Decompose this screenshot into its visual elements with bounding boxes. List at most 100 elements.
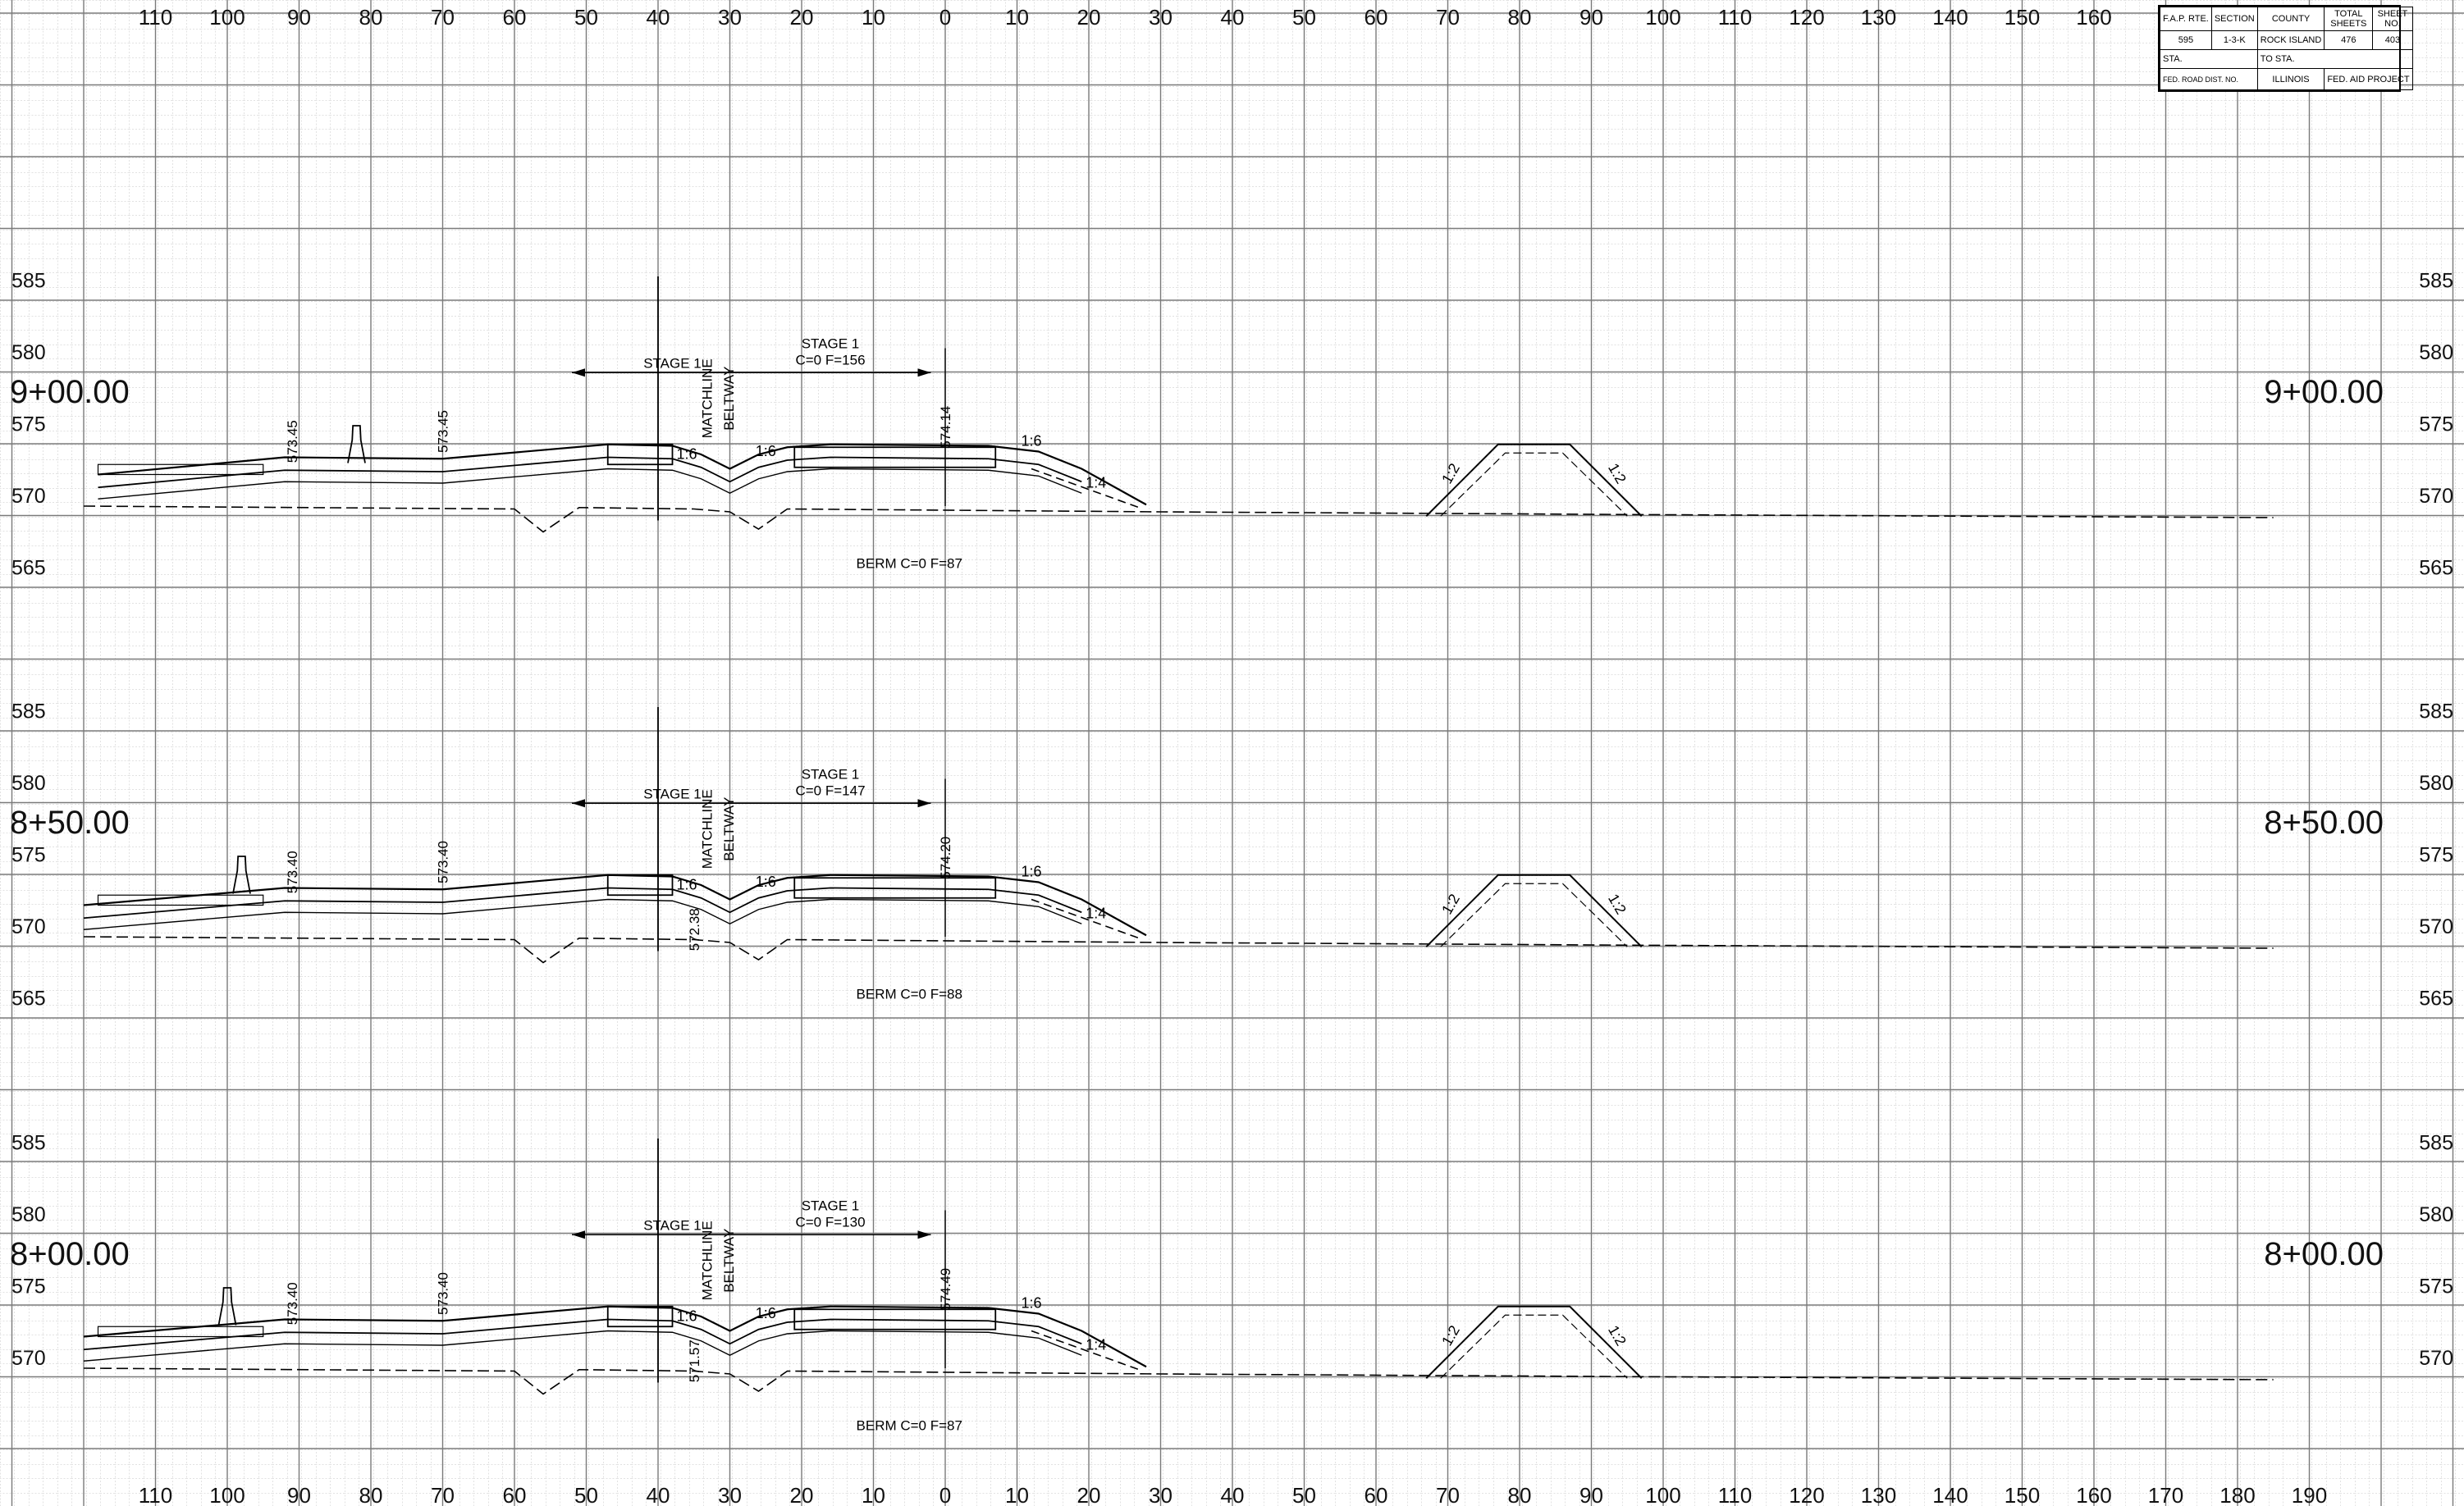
proposed-subgrade [83,1330,1082,1362]
slope-label: 1:6 [756,874,776,890]
section-label: SECTION [2210,7,2258,31]
to-sta-label: TO STA. [2256,49,2413,70]
offset-label-top: 70 [1436,5,1460,30]
stage-arrow-head-left [572,799,585,808]
pavement-block-right [793,877,997,899]
barrier-wall [347,425,366,463]
elevation-label-left: 570 [11,485,46,508]
offset-label-top: 20 [790,5,814,30]
elevation-label-right: 570 [2419,1347,2453,1370]
slope-label: 1:6 [1021,864,1041,880]
elevation-label-right: 565 [2419,557,2453,580]
offset-label-top: 90 [1579,5,1603,30]
proposed-surface-bottom [83,887,1082,920]
pavement-block-right [793,446,997,468]
elevation-label-left: 585 [11,701,46,723]
offset-label-bottom: 140 [1932,1483,1968,1506]
proposed-surface-top [83,1305,1147,1368]
pavement-block-left [606,874,674,897]
stage-arrow-head-right [917,1230,931,1239]
offset-label-bottom: 190 [2292,1483,2327,1506]
stage-arrow-head-left [572,368,585,377]
fap-rte-value: 595 [2160,30,2212,51]
slope-label: 1:6 [676,1307,697,1324]
offset-label-bottom: 50 [1292,1483,1316,1506]
offset-label-bottom: 20 [790,1483,814,1506]
offset-label-top: 40 [1221,5,1245,30]
proposed-surface-bottom [98,456,1082,489]
matchline-label: MATCHLINE [700,1221,715,1300]
station-label-left: 8+50.00 [10,805,130,841]
stage-arrow-head-right [917,799,931,808]
shoulder-block [97,894,264,906]
pavement-block-right [793,1308,997,1330]
beltway-label: BELTWAY [721,367,737,431]
elevation-label-left: 575 [11,413,46,436]
proposed-surface-bottom [83,1318,1082,1351]
slope-label: 1:6 [676,445,697,462]
elevation-label-right: 585 [2419,270,2453,293]
elevation-mark: 573.45 [436,410,451,453]
offset-label-bottom: 90 [287,1483,311,1506]
elevation-label-right: 585 [2419,1132,2453,1155]
offset-label-top: 10 [862,5,885,30]
offset-label-top: 110 [139,5,172,30]
offset-label-bottom: 30 [718,1483,742,1506]
offset-label-bottom: 110 [1718,1483,1752,1506]
offset-label-bottom: 100 [209,1483,245,1506]
stage-label: STAGE 1 [643,786,702,801]
offset-label-bottom: 20 [1077,1483,1101,1506]
pavement-block-left [606,443,674,466]
cross-section-8+00.00: 585 585 580 580 575 575 570 570 8+00.00 8+00.00 ST… [10,1132,2453,1434]
elevation-mark: 573.40 [285,1282,300,1325]
stage-note-1: STAGE 1 [802,1198,860,1213]
offset-label-top: 50 [1292,5,1316,30]
elevation-label-right: 585 [2419,701,2453,723]
offset-label-top: 110 [1718,5,1752,30]
offset-label-bottom: 30 [1149,1483,1173,1506]
offset-label-top: 0 [939,5,951,30]
offset-label-top: 100 [1645,5,1680,30]
slope-label: 1:4 [1086,1336,1106,1353]
offset-label-top: 150 [2005,5,2040,30]
elevation-label-right: 570 [2419,485,2453,508]
shoulder-block [97,1326,264,1338]
offset-label-bottom: 180 [2219,1483,2255,1506]
offset-label-top: 60 [1365,5,1388,30]
elevation-mark: 574.20 [938,837,953,879]
barrier-wall [217,1287,237,1326]
sta-label: STA. [2160,49,2258,70]
offset-label-top: 10 [1005,5,1029,30]
elevation-label-left: 585 [11,270,46,293]
elevation-label-right: 570 [2419,915,2453,938]
elevation-mark: 574.49 [938,1268,953,1311]
stage-note-2: C=0 F=147 [795,783,865,798]
proposed-subgrade [98,468,1082,500]
offset-label-top: 70 [431,5,455,30]
offset-label-bottom: 0 [939,1483,951,1506]
offset-label-bottom: 60 [1365,1483,1388,1506]
stage-arrow-head-right [917,368,931,377]
station-label-right: 8+00.00 [2264,1236,2384,1272]
matchline-label: MATCHLINE [700,358,715,438]
elevation-label-left: 570 [11,915,46,938]
elevation-mark: 573.40 [436,1272,451,1315]
stage-note-1: STAGE 1 [802,335,860,351]
sheet-no-label: SHEET NO. [2372,7,2413,31]
offset-label-bottom: 160 [2076,1483,2111,1506]
station-label-left: 8+00.00 [10,1236,130,1272]
shoulder-block [97,463,264,476]
beltway-label: BELTWAY [721,797,737,861]
station-label-left: 9+00.00 [10,374,130,410]
elevation-label-left: 580 [11,341,46,364]
stage-note-2: C=0 F=156 [795,352,865,367]
station-label-right: 8+50.00 [2264,805,2384,841]
offset-label-bottom: 10 [1005,1483,1029,1506]
section-value: 1-3-K [2210,30,2258,51]
proposed-subgrade [83,898,1082,930]
slope-label: 1:6 [1021,433,1041,450]
elevation-label-left: 565 [11,557,46,580]
title-block: F.A.P. RTE. SECTION COUNTY TOTAL SHEETS … [2158,5,2413,92]
stage-arrow-head-left [572,1230,585,1239]
